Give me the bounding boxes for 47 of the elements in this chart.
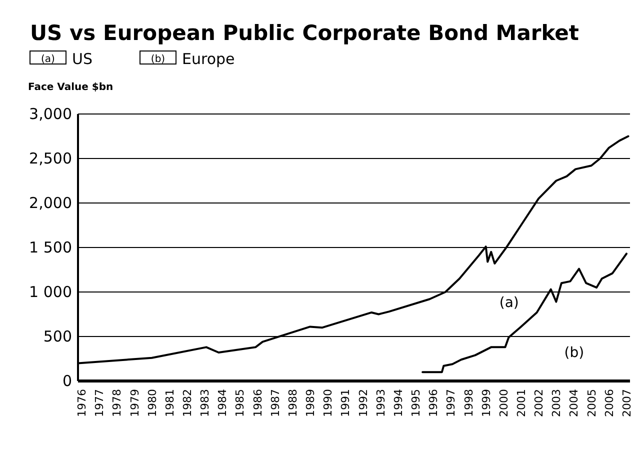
legend-label: US xyxy=(72,50,93,68)
text: (a) xyxy=(41,54,55,65)
x-tick-label: 1987 xyxy=(268,389,282,417)
x-tick-label: 1997 xyxy=(444,389,458,417)
x-tick-label: 1999 xyxy=(480,389,493,417)
x-tick-label: 2004 xyxy=(568,389,581,417)
x-tick-label: 1994 xyxy=(392,389,405,417)
y-tick-label: 0 xyxy=(62,372,72,390)
x-tick-label: 1989 xyxy=(304,389,318,417)
x-tick-label: 1979 xyxy=(128,389,142,417)
x-tick-label: 1978 xyxy=(110,389,124,417)
y-tick-label: 2,500 xyxy=(29,150,72,168)
x-tick-label: 2001 xyxy=(515,389,528,417)
x-tick-label: 1984 xyxy=(216,389,230,417)
x-tick-label: 2003 xyxy=(550,389,564,417)
y-tick-label: 2,000 xyxy=(29,194,72,212)
legend-label: Europe xyxy=(182,50,235,68)
x-tick-label: 1992 xyxy=(356,389,370,417)
x-tick-label: 2000 xyxy=(497,389,510,417)
text: (b) xyxy=(150,54,166,65)
y-tick-label: 1 000 xyxy=(29,283,72,301)
x-tick-label: 1995 xyxy=(410,389,423,417)
x-tick-label: 1991 xyxy=(339,389,352,417)
x-tick-label: 2005 xyxy=(585,389,598,417)
x-tick-label: 1996 xyxy=(427,389,440,417)
x-tick-label: 1981 xyxy=(163,389,176,417)
x-tick-label: 2007 xyxy=(620,389,634,417)
x-tick-label: 1993 xyxy=(374,389,388,417)
x-tick-label: 2006 xyxy=(602,389,616,417)
x-tick-label: 1990 xyxy=(322,389,335,417)
x-tick-label: 1988 xyxy=(286,389,300,417)
x-tick-label: 1982 xyxy=(180,389,194,417)
y-tick-label: 1 500 xyxy=(29,238,72,256)
y-axis-title: Face Value $bn xyxy=(28,82,114,93)
y-tick-label: 500 xyxy=(43,328,72,346)
annotation: (b) xyxy=(564,344,584,361)
x-tick-label: 1980 xyxy=(146,389,159,417)
x-tick-label: 1998 xyxy=(462,389,476,417)
x-tick-label: 1986 xyxy=(251,389,264,417)
x-tick-label: 1985 xyxy=(234,389,247,417)
x-tick-label: 1977 xyxy=(93,389,106,417)
annotation: (a) xyxy=(499,294,519,311)
x-tick-label: 1976 xyxy=(76,389,89,417)
y-tick-label: 3,000 xyxy=(29,105,72,123)
x-tick-label: 2002 xyxy=(532,389,546,417)
chart-title: US vs European Public Corporate Bond Market xyxy=(30,21,579,45)
x-tick-label: 1983 xyxy=(198,389,212,417)
